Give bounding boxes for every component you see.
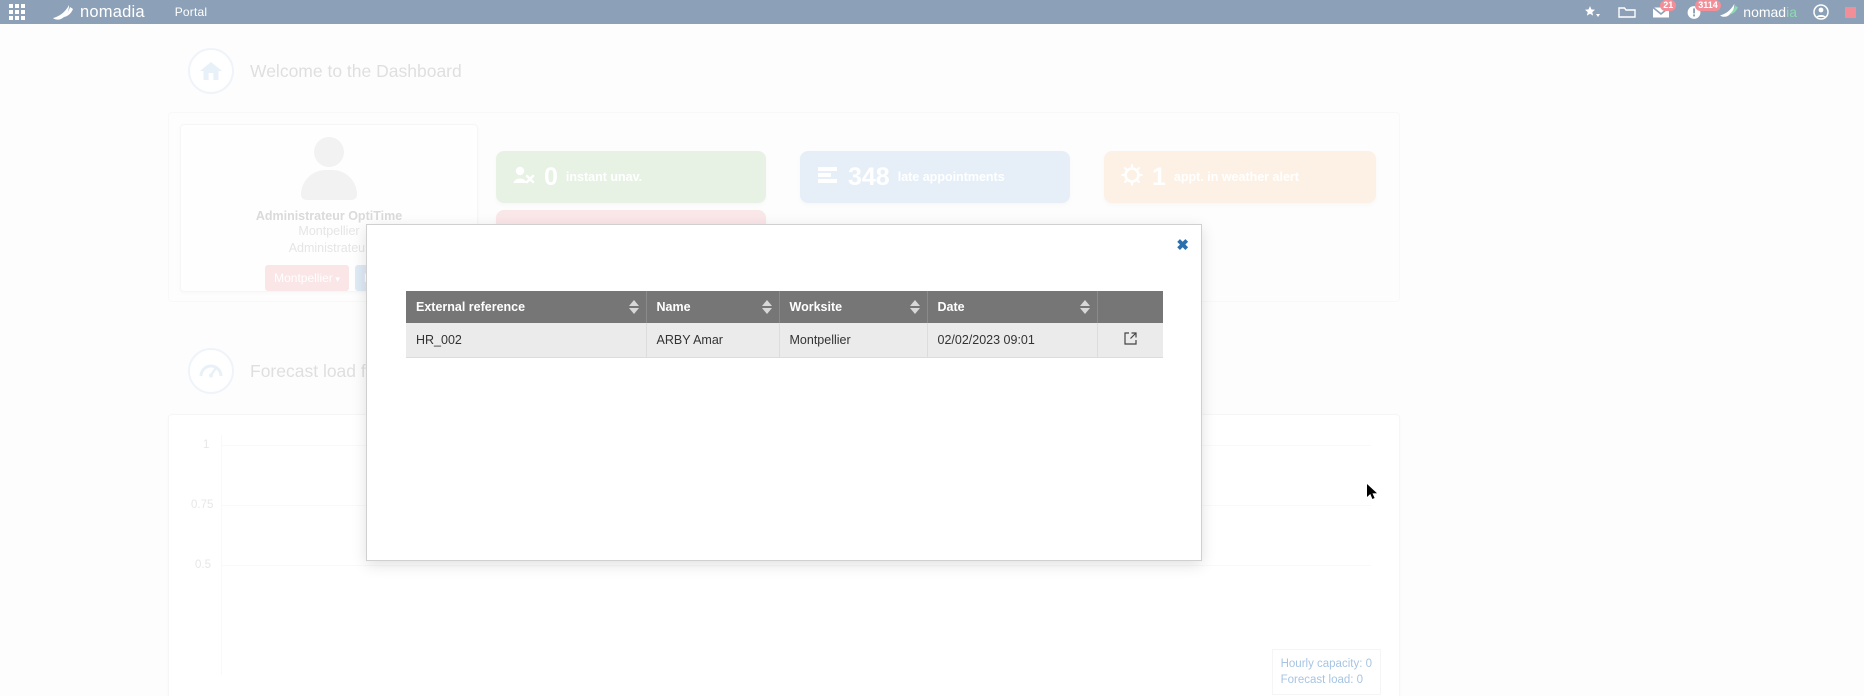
cell-name: ARBY Amar bbox=[646, 323, 780, 358]
cell-date: 02/02/2023 09:01 bbox=[927, 323, 1098, 358]
table-header-row: External reference Name Worksite Date bbox=[406, 291, 1163, 323]
sort-arrows-icon[interactable] bbox=[1079, 300, 1090, 314]
cell-worksite: Montpellier bbox=[779, 323, 928, 358]
alerts-table: External reference Name Worksite Date bbox=[406, 291, 1163, 358]
cell-action[interactable] bbox=[1097, 323, 1163, 358]
column-label: Worksite bbox=[789, 300, 843, 314]
table-row[interactable]: HR_002 ARBY Amar Montpellier 02/02/2023 … bbox=[406, 323, 1163, 358]
cell-external-reference: HR_002 bbox=[406, 323, 647, 358]
column-header-date[interactable]: Date bbox=[927, 291, 1098, 323]
column-label: Name bbox=[656, 300, 691, 314]
column-header-name[interactable]: Name bbox=[646, 291, 780, 323]
sort-arrows-icon[interactable] bbox=[909, 300, 920, 314]
alerts-table-wrapper: External reference Name Worksite Date bbox=[406, 291, 1163, 358]
sort-arrows-icon[interactable] bbox=[628, 300, 639, 314]
column-header-worksite[interactable]: Worksite bbox=[779, 291, 928, 323]
column-label: Date bbox=[937, 300, 965, 314]
column-label: External reference bbox=[416, 300, 526, 314]
close-icon[interactable]: ✖ bbox=[1176, 237, 1189, 254]
lone-worker-alert-modal: ✖ External reference Name Worksite bbox=[366, 224, 1202, 561]
sort-arrows-icon[interactable] bbox=[761, 300, 772, 314]
column-header-external-reference[interactable]: External reference bbox=[406, 291, 647, 323]
column-header-actions bbox=[1097, 291, 1163, 323]
open-external-icon[interactable] bbox=[1124, 332, 1137, 348]
